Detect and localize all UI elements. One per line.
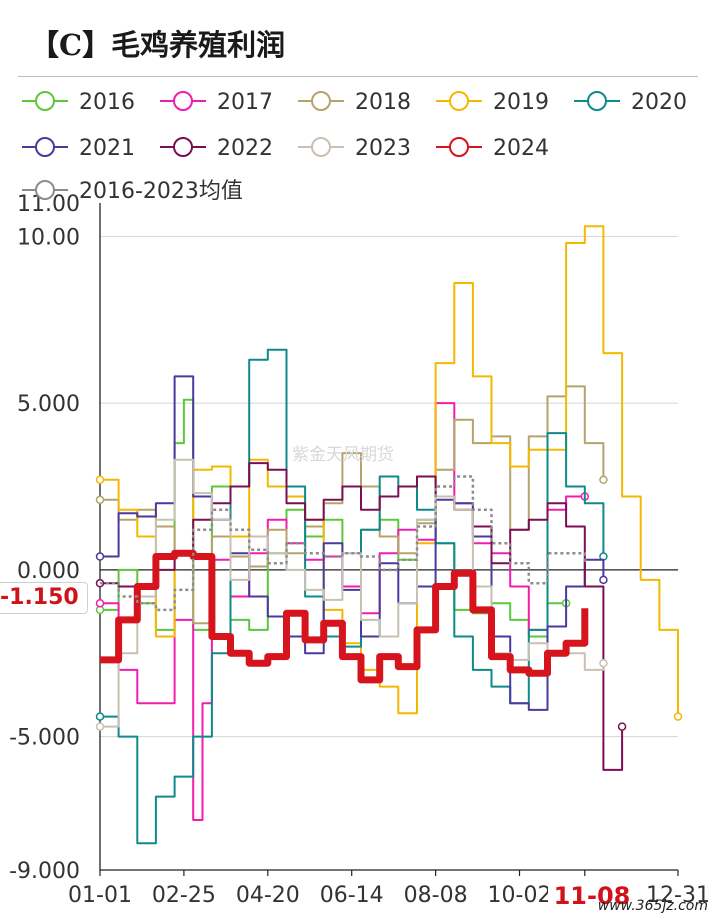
series-line-2024: [100, 549, 589, 684]
title-divider: [18, 76, 698, 77]
series-endpoint-marker: [617, 722, 627, 731]
legend-label: 2024: [493, 136, 549, 161]
legend-swatch-marker: [449, 91, 469, 111]
legend-swatch-marker: [311, 91, 331, 111]
legend-label: 2020: [631, 90, 687, 115]
series-endpoint-marker: [599, 658, 608, 668]
legend-swatch-marker: [35, 137, 55, 157]
series-line-2019: [100, 225, 679, 717]
x-tick-label: 08-08: [404, 883, 468, 908]
legend-label: 2016: [79, 90, 135, 115]
legend-label: 2023: [355, 136, 411, 161]
y-tick-label: 0.000: [17, 559, 80, 584]
current-value-label: -1.150: [0, 582, 88, 614]
legend-label: 2019: [493, 90, 549, 115]
legend-label: 2022: [217, 136, 273, 161]
series-line-2016: [100, 398, 567, 638]
corner-mark: www.365jz.com: [597, 898, 708, 914]
series-endpoint-marker: [95, 722, 105, 731]
legend-swatch-marker: [35, 91, 55, 111]
legend-swatch-marker: [173, 91, 193, 111]
x-tick-label: 06-14: [320, 883, 384, 908]
x-tick-label: 10-02: [488, 883, 552, 908]
x-tick-label: 04-20: [236, 883, 300, 908]
legend-swatch-marker: [449, 137, 469, 157]
legend-item-2018[interactable]: 2018: [298, 90, 411, 115]
series-endpoint-marker: [95, 475, 105, 485]
x-tick-label: 12-31: [646, 883, 710, 908]
legend-item-2016-2023均值[interactable]: 2016-2023均值: [22, 179, 243, 204]
legend-label: 2016-2023均值: [79, 179, 243, 204]
y-tick-label: -5.000: [9, 726, 80, 751]
legend-swatch-marker: [587, 91, 607, 111]
legend-item-2022[interactable]: 2022: [160, 136, 273, 161]
legend-item-2016[interactable]: 2016: [22, 90, 135, 115]
chart-legend: 2016 2017 2018 2019 2020 2021 2022 2023 2024 2016…: [22, 90, 687, 204]
watermark: 紫金天风期货: [292, 445, 394, 465]
legend-swatch-marker: [35, 180, 55, 200]
legend-label: 2021: [79, 136, 135, 161]
legend-item-2017[interactable]: 2017: [160, 90, 273, 115]
series-endpoint-marker: [599, 475, 608, 485]
x-tick-label: 01-01: [68, 883, 132, 908]
legend-item-2024[interactable]: 2024: [436, 136, 549, 161]
series-endpoint-marker: [95, 495, 105, 505]
legend-swatch-marker: [311, 137, 331, 157]
legend-item-2019[interactable]: 2019: [436, 90, 549, 115]
series-endpoint-marker: [95, 712, 105, 721]
current-date-label: 11-08: [548, 878, 636, 912]
legend-item-2023[interactable]: 2023: [298, 136, 411, 161]
series-endpoint-marker: [599, 575, 608, 585]
legend-swatch-marker: [173, 137, 193, 157]
series-line-2016-2023均值: [100, 475, 587, 612]
grid-lines: [100, 235, 678, 738]
series-lines: [95, 225, 683, 845]
y-tick-label: -9.000: [9, 859, 80, 884]
series-endpoint-marker: [673, 712, 683, 721]
series-endpoint-marker: [95, 598, 105, 608]
y-tick-label: 5.000: [17, 392, 80, 417]
legend-label: 2017: [217, 90, 273, 115]
page-title: 【C】毛鸡养殖利润: [30, 28, 286, 62]
y-tick-label: 10.00: [17, 225, 80, 250]
chart-axes: [99, 203, 679, 876]
x-tick-label: 02-25: [152, 883, 216, 908]
series-endpoint-marker: [95, 552, 105, 561]
legend-item-2020[interactable]: 2020: [574, 90, 687, 115]
legend-label: 2018: [355, 90, 411, 115]
legend-item-2021[interactable]: 2021: [22, 136, 135, 161]
